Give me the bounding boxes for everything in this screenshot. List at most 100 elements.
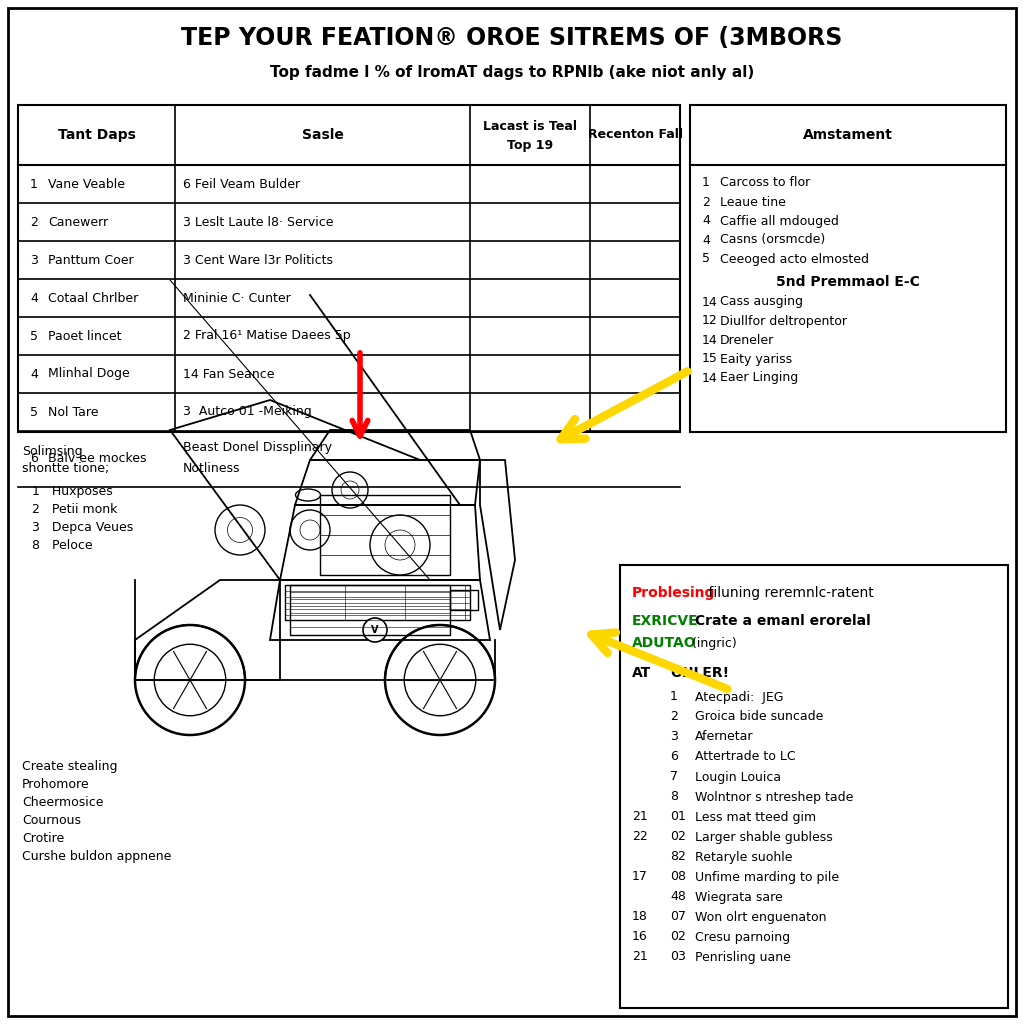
Text: Top fadme l % of lromAT dags to RPNlb (ake niot anly al): Top fadme l % of lromAT dags to RPNlb (a… [270,65,754,80]
Text: AT: AT [632,666,651,680]
Bar [290,585,450,635]
Text: 6: 6 [30,453,38,466]
Text: 8   Peloce: 8 Peloce [32,539,92,552]
Text: Dreneler: Dreneler [720,334,774,346]
Text: 6 Feil Veam Bulder: 6 Feil Veam Bulder [183,177,300,190]
Bar [18,105,680,432]
Text: 3 Cent Ware l3r Politicts: 3 Cent Ware l3r Politicts [183,254,333,266]
Text: 1   Huxposes: 1 Huxposes [32,485,113,498]
Text: Won olrt enguenaton: Won olrt enguenaton [695,910,826,924]
Text: Eaity yariss: Eaity yariss [720,352,793,366]
Text: 7: 7 [670,770,678,783]
Text: 3  Autco 01 -Meiking: 3 Autco 01 -Meiking [183,406,311,419]
Text: 5: 5 [30,406,38,419]
Text: Crate a emanl erorelal: Crate a emanl erorelal [690,614,870,628]
Text: Prohomore: Prohomore [22,778,90,791]
Text: Paoet lincet: Paoet lincet [48,330,122,342]
Text: Caffie all mdouged: Caffie all mdouged [720,214,839,227]
Text: Canewerr: Canewerr [48,215,109,228]
Text: 5: 5 [702,253,710,265]
Text: Vane Veable: Vane Veable [48,177,125,190]
Text: 5nd Premmaol E-C: 5nd Premmaol E-C [776,275,920,289]
Text: 14: 14 [702,334,718,346]
Text: 3 Leslt Laute l8· Service: 3 Leslt Laute l8· Service [183,215,334,228]
Text: 15: 15 [702,352,718,366]
Text: Less mat tteed gim: Less mat tteed gim [695,811,816,823]
Text: Carcoss to flor: Carcoss to flor [720,176,810,189]
Text: 6: 6 [670,751,678,764]
Text: Eaer Linging: Eaer Linging [720,372,799,384]
Text: TEP YOUR FEATION® OROE SITREMS OF (3MBORS: TEP YOUR FEATION® OROE SITREMS OF (3MBOR… [181,26,843,50]
Text: Casns (orsmcde): Casns (orsmcde) [720,233,825,247]
Text: Atecpadi:  JEG: Atecpadi: JEG [695,690,783,703]
Text: Ceeoged acto elmosted: Ceeoged acto elmosted [720,253,869,265]
Text: Wiegrata sare: Wiegrata sare [695,891,782,903]
Text: Lougin Louica: Lougin Louica [695,770,781,783]
Text: 2: 2 [702,196,710,209]
Text: Retaryle suohle: Retaryle suohle [695,851,793,863]
Text: (ingric): (ingric) [688,637,736,649]
Text: 21: 21 [632,811,648,823]
Text: Sasle: Sasle [301,128,343,142]
Text: Create stealing: Create stealing [22,760,118,773]
Text: EXRICVE: EXRICVE [632,614,698,628]
Text: 1: 1 [670,690,678,703]
Bar [450,590,478,610]
Text: 2: 2 [670,711,678,724]
Text: 2 Fral 16¹ Matise Daees 5p: 2 Fral 16¹ Matise Daees 5p [183,330,350,342]
Text: Leaue tine: Leaue tine [720,196,785,209]
Text: 03: 03 [670,950,686,964]
Text: Mlinhal Doge: Mlinhal Doge [48,368,130,381]
Text: Amstament: Amstament [803,128,893,142]
Text: Notliness: Notliness [183,463,241,475]
Text: 02: 02 [670,830,686,844]
Text: Nol Tare: Nol Tare [48,406,98,419]
Text: Cass ausging: Cass ausging [720,296,803,308]
Text: 14: 14 [702,372,718,384]
Text: 82: 82 [670,851,686,863]
Text: Top 19: Top 19 [507,138,553,152]
Text: Balv ee mockes: Balv ee mockes [48,453,146,466]
Text: ADUTAO: ADUTAO [632,636,696,650]
Text: Cresu parnoing: Cresu parnoing [695,931,791,943]
Text: 4: 4 [30,368,38,381]
Text: Wolntnor s ntreshep tade: Wolntnor s ntreshep tade [695,791,853,804]
Text: 21: 21 [632,950,648,964]
Text: 4: 4 [702,233,710,247]
Bar [690,105,1006,432]
Text: Curshe buldon appnene: Curshe buldon appnene [22,850,171,863]
Text: 2   Petii monk: 2 Petii monk [32,503,118,516]
Bar [319,495,450,575]
Text: 48: 48 [670,891,686,903]
Text: 14: 14 [702,296,718,308]
Text: Cournous: Cournous [22,814,81,827]
Text: Diullfor deltropentor: Diullfor deltropentor [720,314,847,328]
Text: Unfime marding to pile: Unfime marding to pile [695,870,839,884]
Bar [620,565,1008,1008]
Text: 14 Fan Seance: 14 Fan Seance [183,368,274,381]
Text: Cotaal Chrlber: Cotaal Chrlber [48,292,138,304]
Text: Problesing: Problesing [632,586,716,600]
Text: 18: 18 [632,910,648,924]
Text: 4: 4 [30,292,38,304]
Text: shontte tione;: shontte tione; [22,462,110,475]
Text: 12: 12 [702,314,718,328]
Text: Cheermosice: Cheermosice [22,796,103,809]
Text: 1: 1 [30,177,38,190]
Text: Mininie C· Cunter: Mininie C· Cunter [183,292,291,304]
Text: 1: 1 [702,176,710,189]
Circle shape [362,618,387,642]
Text: Larger shable gubless: Larger shable gubless [695,830,833,844]
Text: Crotire: Crotire [22,831,65,845]
Text: Lacast is Teal: Lacast is Teal [483,121,577,133]
Text: Afernetar: Afernetar [695,730,754,743]
Text: 08: 08 [670,870,686,884]
Text: 16: 16 [632,931,648,943]
Text: 22: 22 [632,830,648,844]
Text: Recenton Fall: Recenton Fall [588,128,683,141]
Text: Tant Daps: Tant Daps [57,128,135,142]
Text: 5: 5 [30,330,38,342]
Text: 3: 3 [30,254,38,266]
Text: 2: 2 [30,215,38,228]
Text: filuning reremnlc-ratent: filuning reremnlc-ratent [705,586,873,600]
